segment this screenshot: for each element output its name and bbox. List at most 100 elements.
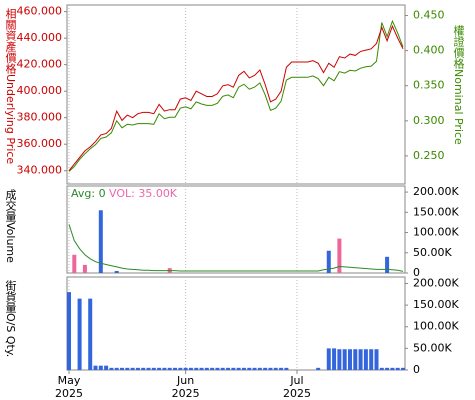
- os-qty-bar: [178, 367, 183, 370]
- y2-tick-label: 0.400: [413, 44, 445, 57]
- os-qty-bar: [358, 349, 363, 370]
- legend-vol: VOL: 35.00K: [109, 187, 178, 200]
- os-qty-bar: [390, 367, 395, 370]
- os-qty-bar: [257, 367, 262, 370]
- os-qty-bar: [273, 367, 278, 370]
- y-tick-label: 100.00K: [413, 226, 459, 239]
- y-tick-label: 460.000: [17, 5, 63, 18]
- y-tick-label: 420.000: [17, 58, 63, 71]
- volume-bar: [337, 238, 342, 273]
- os-qty-bar: [332, 348, 337, 370]
- os-qty-bar: [226, 367, 231, 370]
- left-axis-title: 街貨量O/S Qty.: [4, 279, 17, 358]
- os-qty-bar: [215, 367, 220, 370]
- price-line: [68, 19, 404, 172]
- y-tick-label: 380.000: [17, 111, 63, 124]
- y2-tick-label: 0.450: [413, 9, 445, 22]
- os-qty-bar: [88, 298, 93, 370]
- volume-bar: [385, 256, 390, 273]
- panel-frame: [66, 185, 406, 274]
- os-qty-bar: [194, 367, 199, 370]
- os-qty-bar: [279, 367, 284, 370]
- os-qty-bar: [109, 367, 114, 370]
- os-qty-bar: [146, 367, 151, 370]
- os-qty-bar: [395, 367, 400, 370]
- os-qty-bar: [204, 367, 209, 370]
- x-tick-label: Jul: [289, 374, 303, 387]
- panel-frame: [66, 4, 406, 185]
- left-axis-title: 相關資產價格Underlying Price: [4, 8, 17, 165]
- os-qty-bar: [241, 367, 246, 370]
- right-axis-title: 權證價格Nominal Price: [452, 25, 465, 145]
- x-tick-label: May: [58, 374, 81, 387]
- y-tick-label: 200.00K: [413, 276, 459, 289]
- avg-volume-line: [68, 224, 404, 272]
- os-qty-bar: [369, 349, 374, 370]
- volume-bar: [82, 264, 87, 273]
- volume-bar: [98, 210, 103, 273]
- os-qty-bar: [173, 367, 178, 370]
- os-qty-bar: [130, 367, 135, 370]
- x-tick-year: 2025: [172, 387, 200, 400]
- y-tick-label: 150.00K: [413, 298, 459, 311]
- os-qty-bar: [316, 367, 321, 370]
- os-qty-bar: [135, 367, 140, 370]
- os-qty-bar: [263, 367, 268, 370]
- left-axis-title: 成交量Volume: [4, 189, 17, 263]
- os-qty-bar: [337, 349, 342, 370]
- os-qty-bar: [326, 348, 331, 370]
- volume-bar: [114, 270, 119, 273]
- os-qty-bar: [401, 367, 405, 370]
- os-qty-bar: [93, 365, 98, 370]
- os-qty-bar: [77, 298, 82, 370]
- x-tick-year: 2025: [55, 387, 83, 400]
- legend-avg: Avg: 0: [71, 187, 106, 200]
- y-tick-label: 340.000: [17, 164, 63, 177]
- os-qty-bar: [167, 367, 172, 370]
- os-qty-bar: [67, 292, 71, 370]
- os-qty-bar: [157, 367, 162, 370]
- os-qty-bar: [199, 367, 204, 370]
- y-tick-label: 50.00K: [413, 246, 452, 259]
- os-qty-bar: [284, 367, 289, 370]
- os-qty-bar: [141, 367, 146, 370]
- y-tick-label: 150.00K: [413, 205, 459, 218]
- os-qty-bar: [210, 367, 215, 370]
- os-qty-bar: [104, 365, 109, 370]
- volume-bar: [72, 254, 77, 273]
- os-qty-bar: [114, 367, 119, 370]
- x-tick-year: 2025: [283, 387, 311, 400]
- y-tick-label: 440.000: [17, 31, 63, 44]
- os-qty-bar: [120, 367, 125, 370]
- y2-tick-label: 0.300: [413, 114, 445, 127]
- price-line: [68, 24, 404, 172]
- y-tick-label: 50.00K: [413, 341, 452, 354]
- x-tick-label: Jun: [176, 374, 194, 387]
- os-qty-bar: [151, 367, 156, 370]
- os-qty-bar: [252, 367, 257, 370]
- y-tick-label: 0: [413, 363, 420, 376]
- y-tick-label: 100.00K: [413, 320, 459, 333]
- os-qty-bar: [385, 367, 390, 370]
- os-qty-bar: [363, 349, 368, 370]
- os-qty-bar: [183, 367, 188, 370]
- os-qty-bar: [98, 365, 103, 370]
- os-qty-bar: [220, 367, 225, 370]
- os-qty-bar: [188, 367, 193, 370]
- os-qty-bar: [231, 367, 236, 370]
- y-tick-label: 400.000: [17, 84, 63, 97]
- os-qty-bar: [125, 367, 130, 370]
- y2-tick-label: 0.250: [413, 149, 445, 162]
- os-qty-bar: [347, 349, 352, 370]
- os-qty-bar: [247, 367, 252, 370]
- os-qty-bar: [379, 367, 384, 370]
- os-qty-bar: [268, 367, 273, 370]
- volume-bar: [326, 250, 331, 273]
- os-qty-bar: [374, 349, 379, 370]
- y-tick-label: 0: [413, 266, 420, 279]
- os-qty-bar: [236, 367, 241, 370]
- y2-tick-label: 0.350: [413, 79, 445, 92]
- os-qty-bar: [342, 349, 347, 370]
- y-tick-label: 200.00K: [413, 185, 459, 198]
